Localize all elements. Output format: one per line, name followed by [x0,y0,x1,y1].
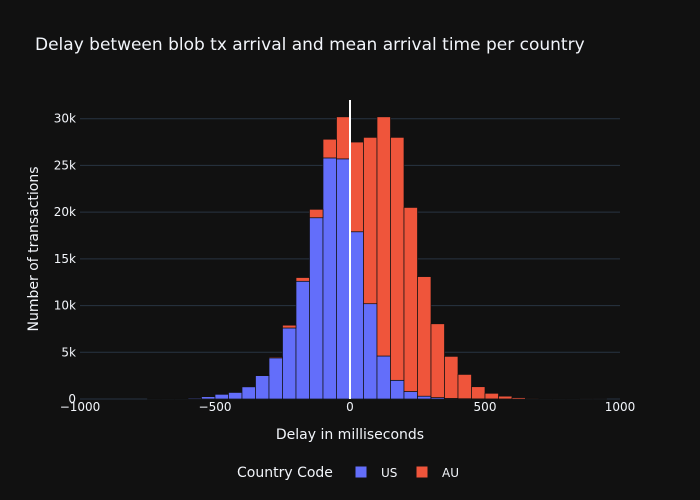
legend-swatch-au[interactable] [415,465,429,479]
bar-us[interactable] [390,379,405,400]
bar-au[interactable] [363,137,378,305]
y-tick-label: 15k [54,252,76,266]
bar-us[interactable] [336,158,351,400]
bar-au[interactable] [376,116,391,357]
bar-au[interactable] [282,324,297,329]
bar-us[interactable] [214,393,229,400]
bar-au[interactable] [295,277,310,282]
y-tick-label: 30k [54,112,76,126]
bar-au[interactable] [322,138,337,159]
x-tick-labels: −1000 −500 0 500 1000 [60,400,636,414]
bar-us[interactable] [268,357,283,400]
bar-us[interactable] [282,327,297,400]
bar-au[interactable] [444,356,459,399]
bar-us[interactable] [363,303,378,400]
bar-us[interactable] [417,395,432,400]
legend-swatch-us[interactable] [354,465,368,479]
bar-au[interactable] [349,141,364,233]
bars-group [147,116,607,400]
legend-label-au[interactable]: AU [442,466,459,480]
bar-us[interactable] [201,396,216,400]
legend-label-us[interactable]: US [381,466,397,480]
x-tick-label: 500 [474,400,497,414]
bar-us[interactable] [349,231,364,400]
bar-au[interactable] [484,392,499,400]
bar-au[interactable] [430,323,445,398]
x-tick-label: −1000 [60,400,101,414]
x-tick-label: 0 [346,400,354,414]
legend-title: Country Code [237,465,333,481]
y-tick-labels: 0 5k 10k 15k 20k 25k 30k [54,112,76,406]
y-tick-label: 25k [54,158,76,172]
bar-us[interactable] [255,375,270,400]
bar-au[interactable] [498,395,513,400]
bar-us[interactable] [241,386,256,400]
bar-au[interactable] [336,116,351,160]
bar-au[interactable] [471,386,486,400]
bar-us[interactable] [322,157,337,400]
x-tick-label: 1000 [605,400,636,414]
bar-au[interactable] [309,208,324,219]
y-tick-label: 10k [54,299,76,313]
chart-title: Delay between blob tx arrival and mean a… [35,35,585,55]
bar-au[interactable] [417,276,432,397]
x-tick-label: −500 [199,400,232,414]
legend[interactable]: Country Code US AU [237,465,459,481]
bar-us[interactable] [309,217,324,400]
y-axis-title: Number of transactions [26,166,42,331]
bar-au[interactable] [390,137,405,381]
x-axis-title: Delay in milliseconds [276,427,424,443]
bar-us[interactable] [228,392,243,400]
bar-au[interactable] [268,356,283,359]
bar-au[interactable] [403,207,418,392]
bar-us[interactable] [295,280,310,400]
bar-au[interactable] [511,397,526,400]
y-tick-label: 0 [68,392,76,406]
bar-us[interactable] [187,397,202,400]
bar-au[interactable] [525,397,540,400]
y-tick-label: 5k [61,345,76,359]
bar-au[interactable] [457,374,472,400]
y-tick-label: 20k [54,205,76,219]
bar-us[interactable] [403,391,418,400]
bar-us[interactable] [376,355,391,400]
